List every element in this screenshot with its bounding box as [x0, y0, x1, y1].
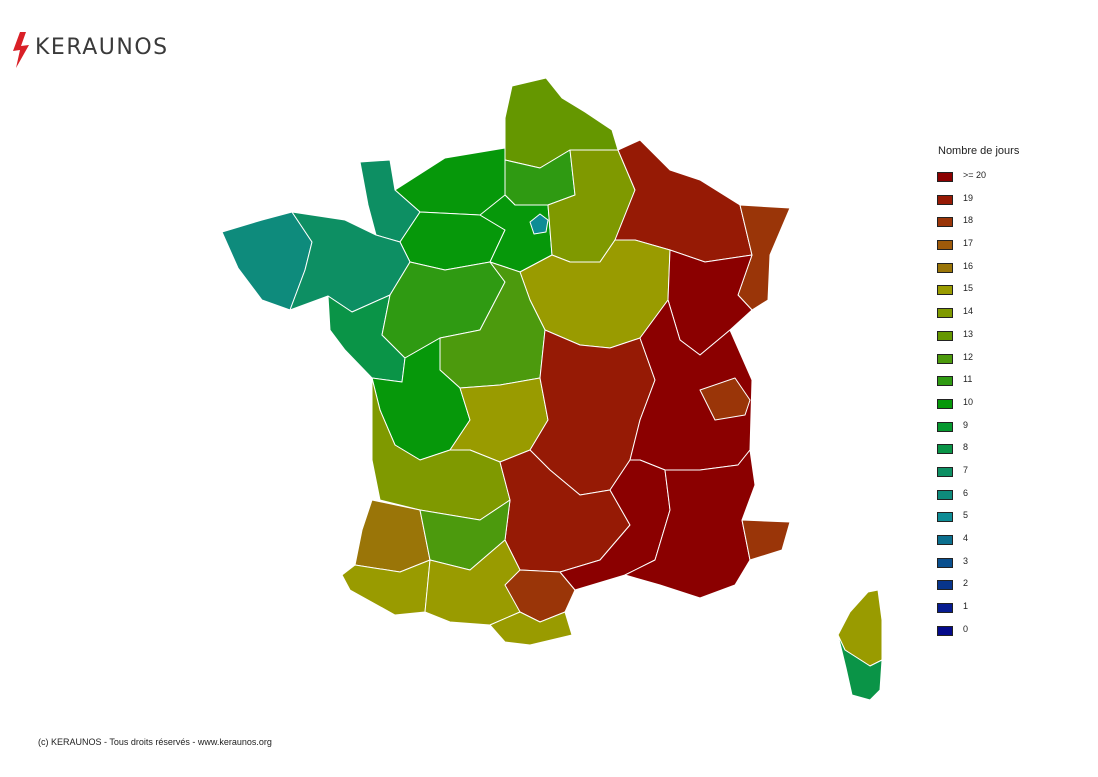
region-pyrenees-orientales [489, 611, 573, 646]
legend-item: 5 [930, 507, 1080, 530]
region-franche-comte [667, 249, 753, 356]
legend-label: 13 [963, 328, 974, 339]
region-corse-du-sud [837, 634, 883, 701]
legend-item: 12 [930, 349, 1080, 372]
corsica [837, 589, 883, 701]
legend-label: 11 [963, 374, 973, 385]
legend-swatch [937, 625, 953, 636]
mainland-france [221, 77, 791, 646]
legend-swatch [937, 194, 953, 205]
legend-item: 13 [930, 326, 1080, 349]
legend-items: >= 20 19 18 17 16 15 14 13 12 11 10 9 8 … [930, 167, 1080, 643]
legend-label: 4 [963, 533, 969, 543]
legend-label: 7 [963, 464, 969, 475]
legend-swatch [937, 330, 953, 341]
legend-label: 19 [963, 192, 974, 203]
legend-swatch [937, 376, 953, 387]
legend-item: 8 [930, 439, 1080, 462]
legend-item: 19 [930, 190, 1080, 213]
legend-item: >= 20 [930, 167, 1080, 190]
legend-swatch [937, 308, 953, 319]
legend-item: 4 [930, 530, 1080, 553]
legend-swatch [937, 603, 953, 614]
legend-label: 12 [963, 351, 974, 362]
legend-label: 0 [963, 623, 969, 634]
region-paris [529, 213, 549, 235]
legend-label: 5 [963, 510, 969, 521]
legend-item: 14 [930, 303, 1080, 326]
legend-item: 0 [930, 621, 1080, 644]
legend-item: 16 [930, 258, 1080, 281]
legend-label: 14 [963, 306, 974, 317]
legend-label: 18 [963, 215, 974, 226]
legend-item: 10 [930, 394, 1080, 417]
legend-item: 18 [930, 212, 1080, 235]
legend-swatch [937, 398, 953, 409]
map-legend: Nombre de jours >= 20 19 18 17 16 15 14 … [930, 145, 1080, 643]
copyright-notice: (c) KERAUNOS - Tous droits réservés - ww… [38, 737, 272, 747]
legend-swatch [937, 557, 953, 568]
legend-swatch [937, 353, 953, 364]
legend-title: Nombre de jours [938, 145, 1020, 157]
legend-swatch [937, 217, 953, 228]
legend-item: 6 [930, 485, 1080, 508]
legend-item: 11 [930, 371, 1080, 394]
legend-item: 3 [930, 553, 1080, 576]
brand-name: KERAUNOS [35, 35, 169, 60]
legend-swatch [937, 466, 953, 477]
legend-label: 2 [963, 578, 969, 589]
legend-swatch [937, 512, 953, 523]
legend-swatch [937, 580, 953, 591]
legend-swatch [937, 421, 953, 432]
lightning-bolt-shape [13, 32, 29, 68]
legend-swatch [937, 535, 953, 545]
legend-swatch [937, 172, 953, 182]
legend-label: 16 [963, 260, 974, 271]
legend-label: 17 [963, 238, 974, 249]
legend-item: 9 [930, 417, 1080, 440]
legend-label: >= 20 [963, 170, 987, 180]
legend-label: 9 [963, 419, 969, 430]
legend-item: 15 [930, 280, 1080, 303]
region-alpes-maritimes [741, 519, 791, 561]
legend-swatch [937, 240, 953, 251]
legend-label: 6 [963, 487, 969, 498]
legend-swatch [937, 285, 953, 296]
legend-label: 1 [963, 601, 969, 612]
legend-label: 3 [963, 555, 969, 566]
legend-item: 17 [930, 235, 1080, 258]
region-savoie [699, 377, 751, 421]
region-provence [624, 449, 756, 599]
region-landes [354, 499, 431, 573]
legend-swatch [937, 262, 953, 273]
legend-item: 2 [930, 575, 1080, 598]
legend-label: 15 [963, 283, 974, 294]
legend-swatch [937, 489, 953, 500]
legend-label: 10 [963, 396, 974, 407]
region-languedoc [559, 459, 671, 591]
lightning-bolt-icon [13, 32, 29, 68]
region-pyrenees-atlantiques [341, 559, 431, 616]
legend-item: 7 [930, 462, 1080, 485]
legend-swatch [937, 444, 953, 455]
legend-item: 1 [930, 598, 1080, 621]
legend-label: 8 [963, 442, 969, 453]
keraunos-logo: KERAUNOS [10, 30, 230, 70]
